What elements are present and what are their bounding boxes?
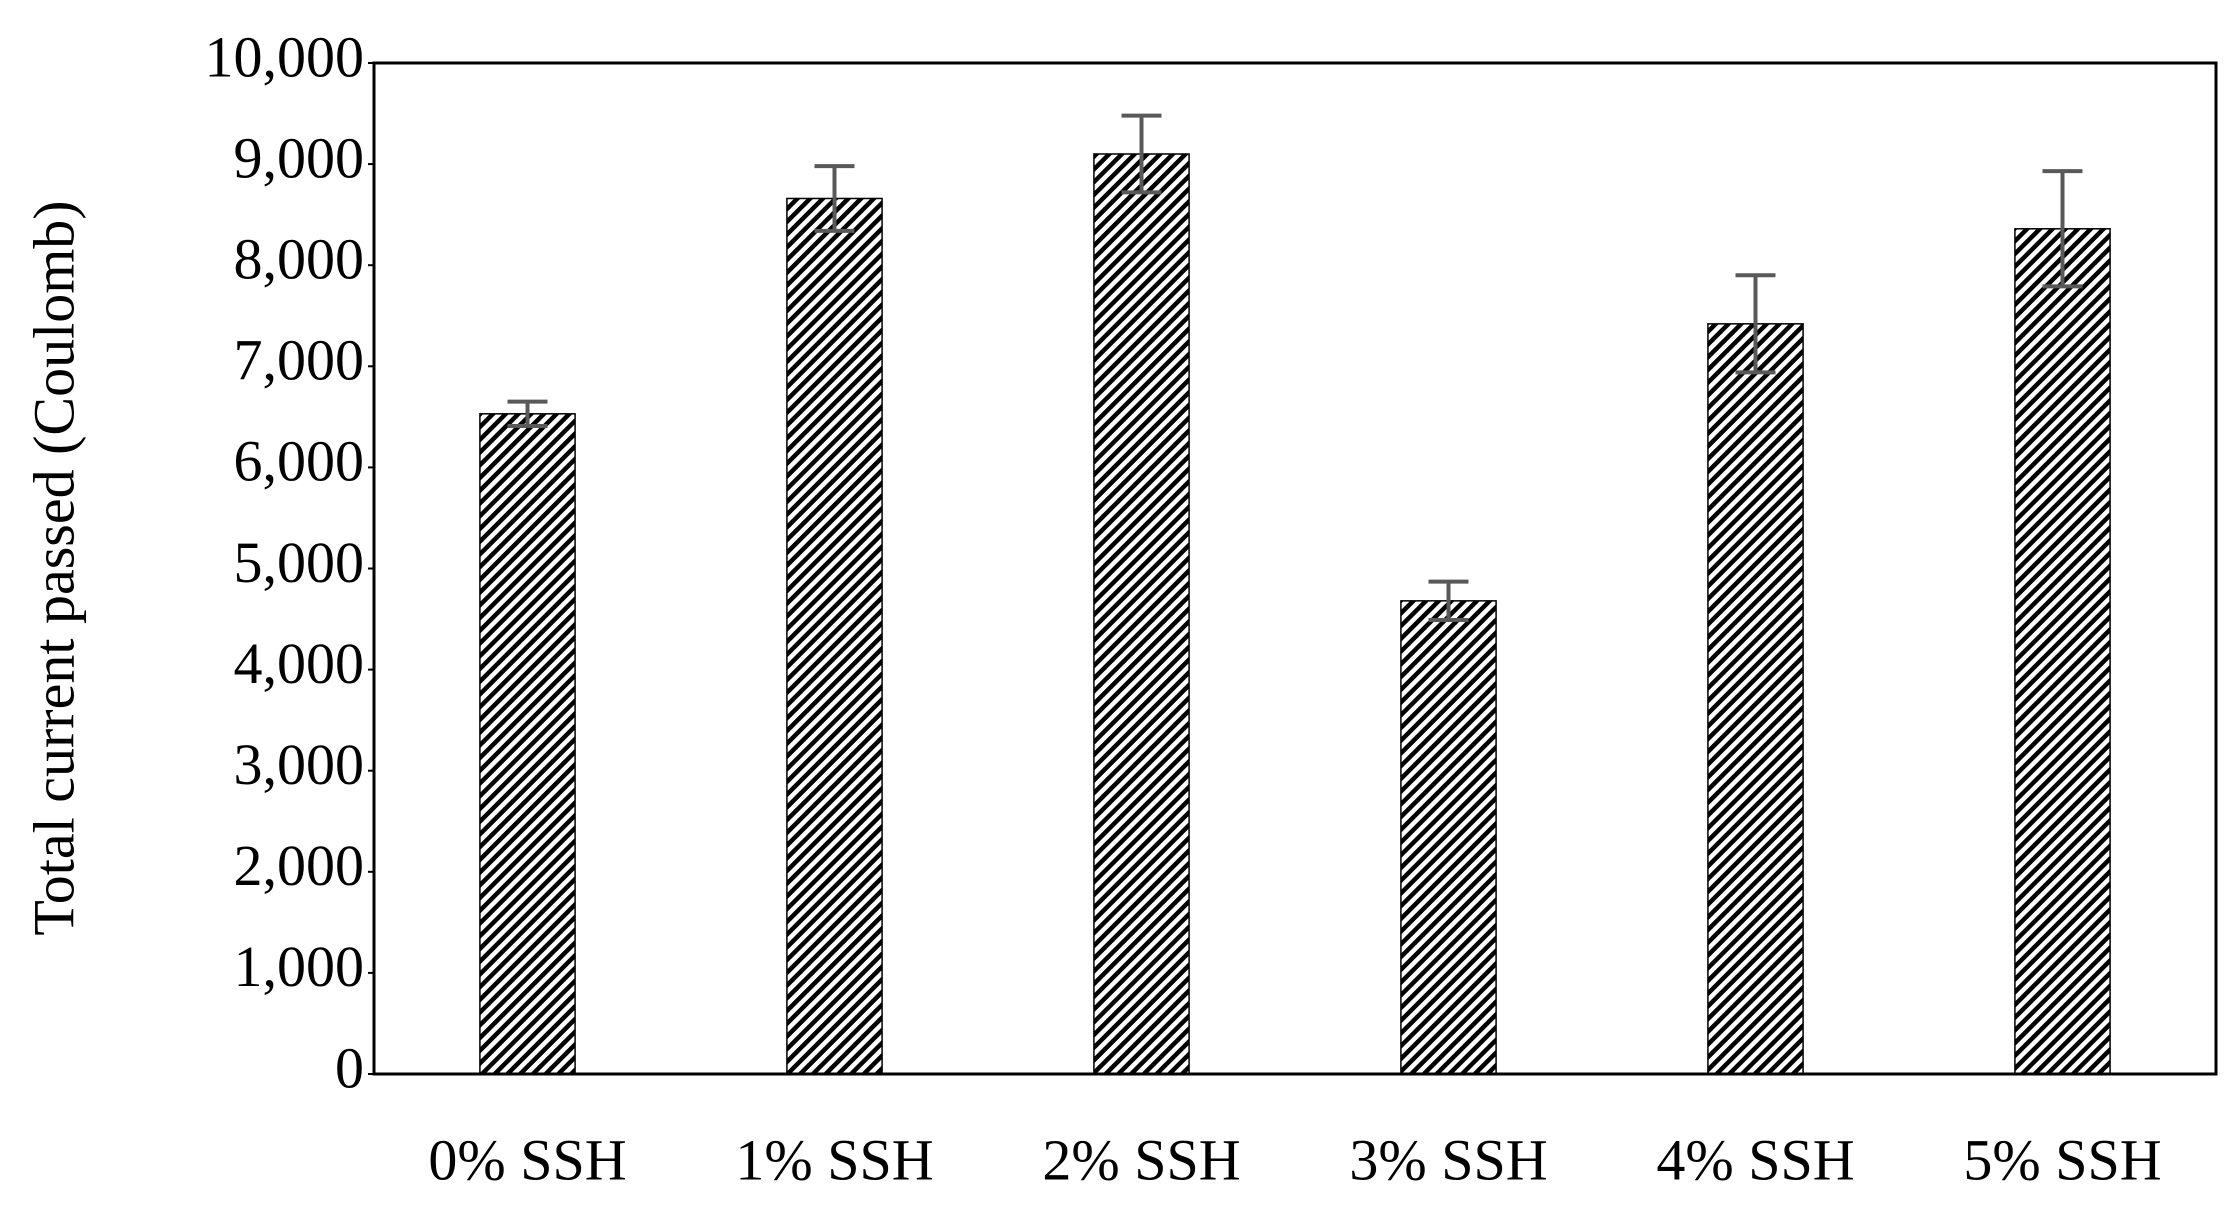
x-tick-label: 3% SSH bbox=[1349, 1127, 1547, 1192]
x-tick-label: 1% SSH bbox=[735, 1127, 933, 1192]
x-tick-label: 0% SSH bbox=[428, 1127, 626, 1192]
y-tick-label: 9,000 bbox=[234, 125, 365, 190]
error-bar bbox=[1735, 273, 1776, 375]
bar bbox=[1400, 600, 1497, 1075]
bar bbox=[1707, 323, 1804, 1075]
bar bbox=[1093, 153, 1190, 1075]
y-tick-label: 2,000 bbox=[234, 833, 365, 898]
y-tick-label: 1,000 bbox=[234, 934, 365, 999]
y-tick-label: 3,000 bbox=[234, 732, 365, 797]
error-bar bbox=[1121, 113, 1162, 195]
error-bar bbox=[814, 164, 855, 233]
y-tick-label: 4,000 bbox=[234, 631, 365, 696]
bar bbox=[786, 197, 883, 1075]
y-tick-label: 7,000 bbox=[234, 328, 365, 393]
y-tick-label: 0 bbox=[335, 1035, 364, 1100]
y-tick-label: 10,000 bbox=[205, 24, 365, 89]
error-bar bbox=[1428, 579, 1469, 623]
x-tick-label: 5% SSH bbox=[1963, 1127, 2161, 1192]
error-bar bbox=[2042, 169, 2083, 289]
bar bbox=[2014, 228, 2111, 1075]
x-tick-label: 4% SSH bbox=[1656, 1127, 1854, 1192]
error-bar bbox=[507, 399, 548, 428]
y-axis-title: Total current passed (Coulomb) bbox=[21, 200, 86, 935]
x-tick-label: 2% SSH bbox=[1042, 1127, 1240, 1192]
bar bbox=[479, 413, 576, 1075]
plot-frame bbox=[372, 61, 2218, 1076]
y-tick-label: 6,000 bbox=[234, 429, 365, 494]
y-tick-label: 8,000 bbox=[234, 227, 365, 292]
y-tick-label: 5,000 bbox=[234, 530, 365, 595]
